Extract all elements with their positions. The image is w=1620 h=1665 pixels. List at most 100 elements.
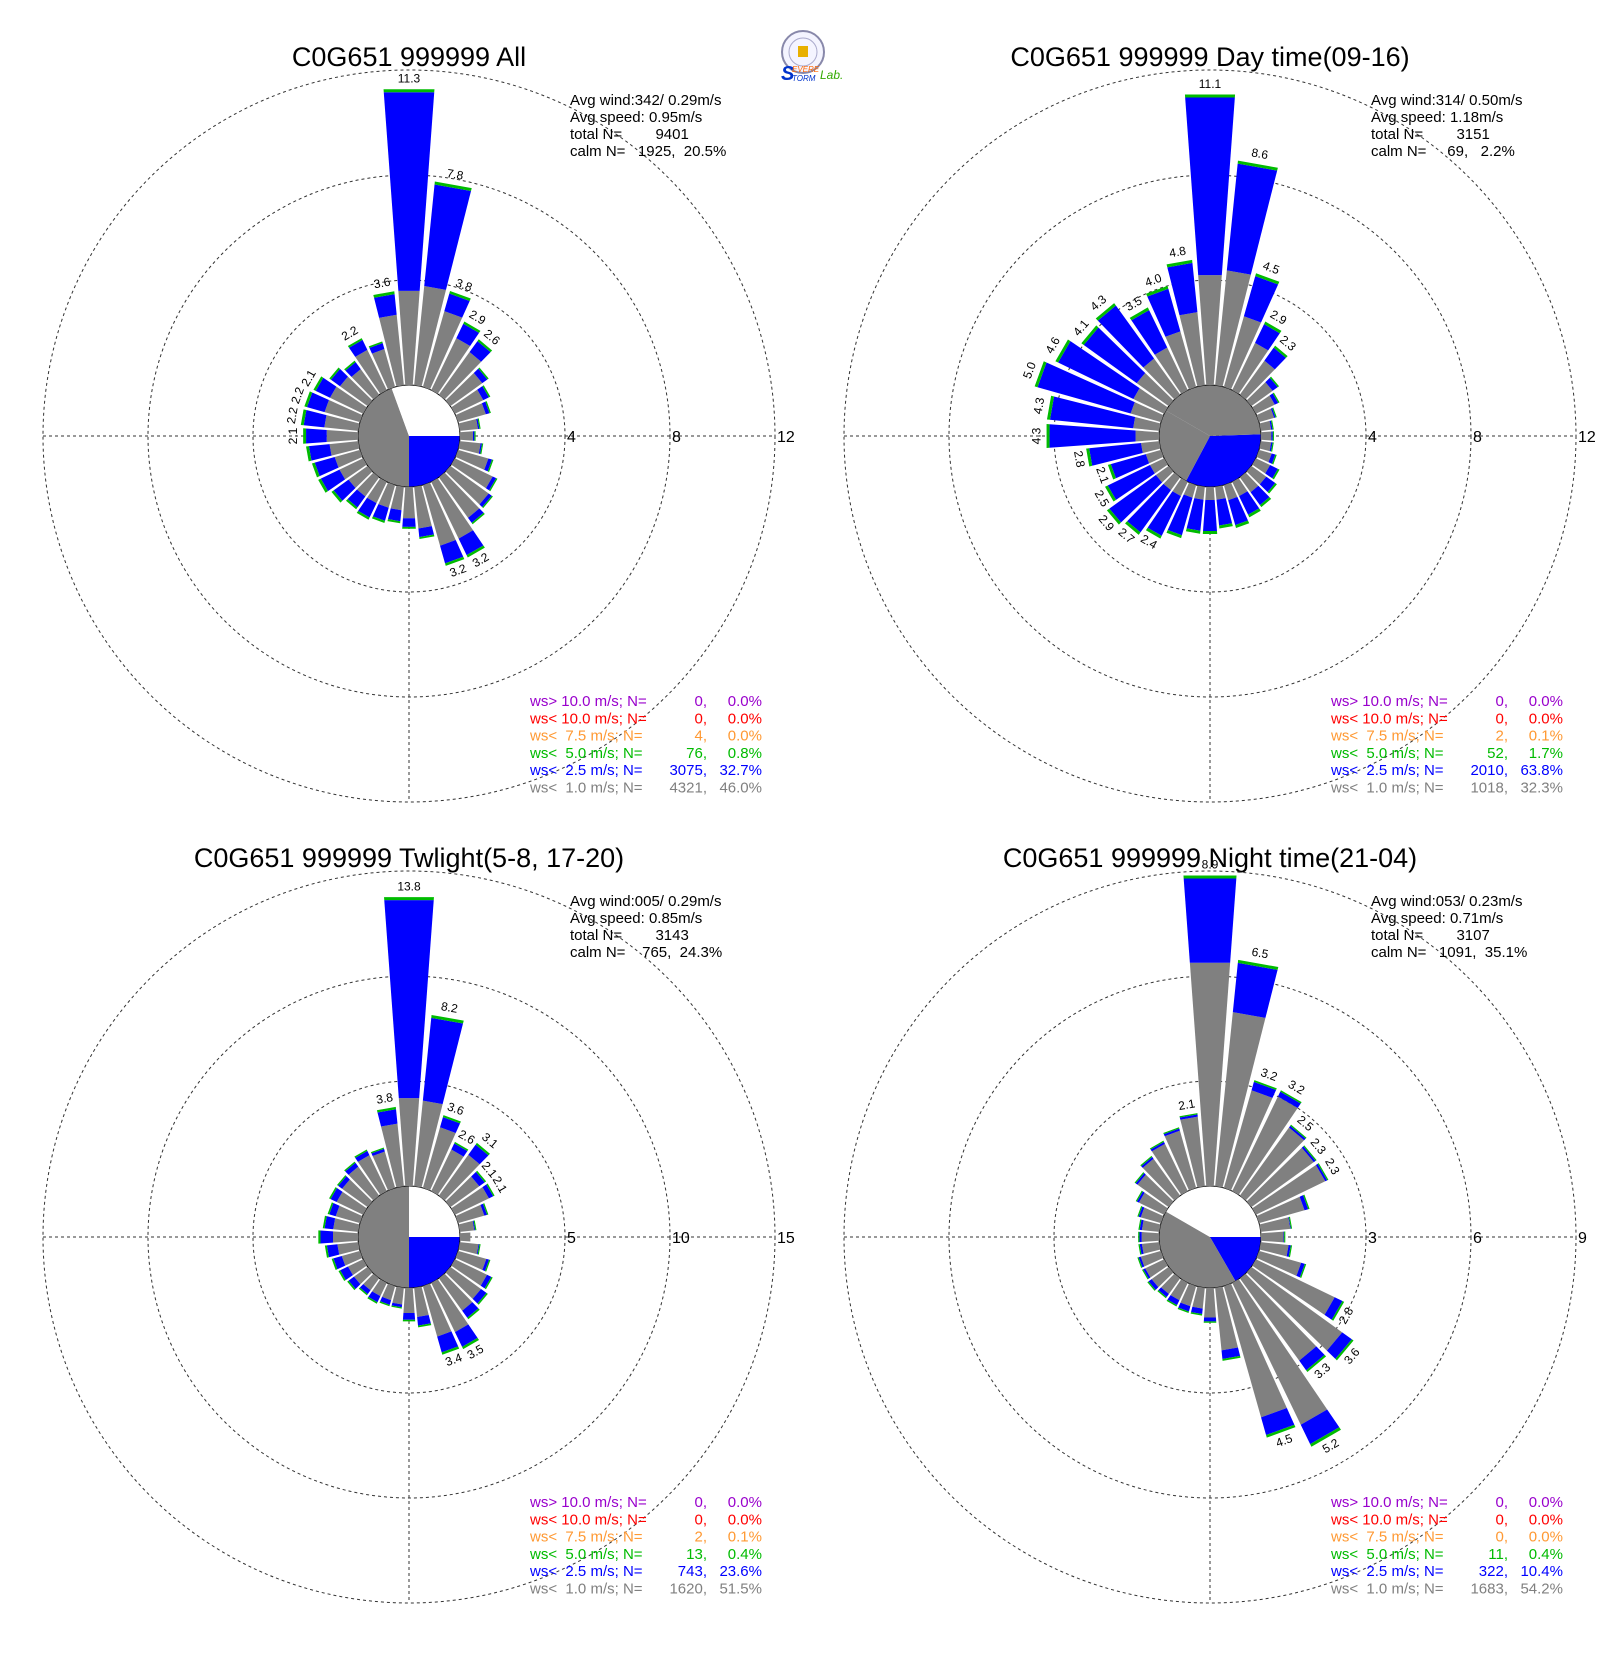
petal-segment-lt5 bbox=[373, 291, 395, 298]
petal-value-label: 2.1 bbox=[1177, 1096, 1196, 1113]
ring-label: 5 bbox=[567, 1230, 576, 1247]
stat-total: total N= 9401 bbox=[570, 126, 689, 143]
petal-segment-lt2_5 bbox=[1301, 1146, 1316, 1163]
petal-segment-lt5 bbox=[445, 556, 465, 566]
petal-segment-lt1 bbox=[414, 286, 446, 387]
petal-segment-lt1 bbox=[1232, 342, 1269, 394]
petal-segment-lt1 bbox=[1256, 449, 1272, 463]
petal-segment-lt1 bbox=[333, 1231, 359, 1243]
petal-segment-lt1 bbox=[422, 1127, 456, 1191]
legend-percent: 32.7% bbox=[719, 762, 762, 779]
petal-segment-lt5 bbox=[1125, 521, 1141, 535]
petal-value-label: 3.2 bbox=[448, 561, 469, 580]
petal-segment-lt2_5 bbox=[444, 293, 470, 318]
legend-label: ws< 5.0 m/s; N= bbox=[529, 1546, 643, 1563]
legend-label: ws< 1.0 m/s; N= bbox=[1330, 780, 1444, 797]
petal-segment-lt5 bbox=[431, 1014, 464, 1024]
legend-percent: 0.8% bbox=[728, 745, 762, 762]
petal-segment-lt1 bbox=[1183, 482, 1197, 498]
stat-total: total N= 3143 bbox=[570, 927, 689, 944]
petal-segment-lt1 bbox=[431, 1279, 469, 1333]
petal-segment-lt5 bbox=[1284, 1231, 1286, 1243]
petal-segment-lt1 bbox=[339, 458, 367, 480]
petal-segment-lt2_5 bbox=[1268, 453, 1276, 464]
chart-title: C0G651 999999 Night time(21-04) bbox=[1003, 843, 1417, 873]
petal-segment-lt1 bbox=[333, 1218, 360, 1232]
petal-segment-lt2_5 bbox=[481, 401, 490, 415]
petal-segment-lt5 bbox=[313, 376, 324, 391]
calm-pie-slice bbox=[391, 385, 461, 437]
petal-segment-lt1 bbox=[451, 1187, 489, 1215]
petal-segment-lt2_5 bbox=[1139, 1219, 1144, 1231]
petal-segment-lt2_5 bbox=[374, 294, 397, 318]
legend-count: 0, bbox=[1495, 1529, 1508, 1546]
petal-segment-lt5 bbox=[485, 401, 491, 414]
petal-segment-lt1 bbox=[1223, 316, 1262, 390]
petal-segment-lt5 bbox=[1270, 420, 1274, 430]
logo-storm-text: TORM bbox=[792, 74, 816, 83]
petal-segment-lt2_5 bbox=[1203, 1317, 1217, 1322]
petal-segment-lt2_5 bbox=[1135, 1173, 1146, 1185]
petal-segment-lt5 bbox=[311, 462, 320, 478]
legend-label: ws< 5.0 m/s; N= bbox=[529, 745, 643, 762]
ring-label: 15 bbox=[777, 1230, 795, 1247]
petal-segment-lt2_5 bbox=[1163, 1128, 1180, 1137]
petal-segment-lt2_5 bbox=[329, 1203, 340, 1217]
legend-label: ws< 1.0 m/s; N= bbox=[1330, 1581, 1444, 1598]
petal-segment-lt1 bbox=[1246, 382, 1273, 407]
petal-segment-lt5 bbox=[442, 1115, 461, 1124]
legend-count: 1620, bbox=[669, 1581, 707, 1598]
petal-segment-lt2_5 bbox=[1243, 276, 1279, 323]
petal-segment-lt1 bbox=[422, 1283, 452, 1337]
petal-segment-lt1 bbox=[1145, 449, 1164, 464]
petal-segment-lt2_5 bbox=[1270, 408, 1276, 418]
petal-segment-lt2_5 bbox=[383, 92, 435, 291]
petal-segment-lt2_5 bbox=[1269, 442, 1273, 452]
petal-value-label: 2.2 bbox=[288, 385, 307, 406]
petal-segment-lt1 bbox=[1239, 1127, 1305, 1201]
petal-segment-lt1 bbox=[1259, 1242, 1289, 1257]
petal-segment-lt5 bbox=[483, 1203, 489, 1215]
petal-segment-lt1 bbox=[336, 1191, 367, 1215]
petal-segment-lt1 bbox=[351, 369, 380, 400]
grid-ring bbox=[42, 69, 776, 803]
petal-segment-lt5 bbox=[1299, 1263, 1307, 1278]
petal-segment-lt2_5 bbox=[372, 504, 389, 521]
calm-pie-slice bbox=[1165, 385, 1261, 436]
petal-segment-lt1 bbox=[438, 352, 482, 400]
petal-segment-lt5 bbox=[1129, 307, 1150, 321]
petal-segment-lt5 bbox=[474, 431, 476, 441]
petal-segment-lt2_5 bbox=[462, 1302, 479, 1318]
petal-segment-lt5 bbox=[318, 478, 328, 493]
ring-label: 10 bbox=[672, 1230, 690, 1247]
legend-percent: 10.4% bbox=[1520, 1563, 1563, 1580]
legend-percent: 0.1% bbox=[1529, 728, 1563, 745]
petal-segment-lt1 bbox=[357, 1155, 387, 1195]
petal-segment-lt5 bbox=[1272, 392, 1280, 403]
ring-label: 9 bbox=[1578, 1230, 1587, 1247]
petal-segment-lt2_5 bbox=[1058, 341, 1140, 399]
petal-segment-lt5 bbox=[379, 1301, 390, 1307]
legend-label: ws< 2.5 m/s; N= bbox=[1330, 762, 1444, 779]
petal-segment-lt1 bbox=[458, 1220, 475, 1232]
petal-segment-lt5 bbox=[1142, 1269, 1149, 1280]
legend-percent: 23.6% bbox=[719, 1563, 762, 1580]
legend-count: 52, bbox=[1487, 745, 1508, 762]
petal-segment-lt5 bbox=[1235, 520, 1250, 529]
petal-segment-lt5 bbox=[1290, 1124, 1307, 1139]
petal-segment-lt2_5 bbox=[424, 184, 472, 290]
petal-segment-lt5 bbox=[1146, 285, 1169, 297]
petal-segment-lt5 bbox=[371, 516, 386, 523]
ring-label: 4 bbox=[1368, 429, 1377, 446]
petal-value-label: 7.8 bbox=[446, 166, 465, 183]
petal-segment-lt5 bbox=[475, 1142, 490, 1156]
ring-label: 6 bbox=[1473, 1230, 1482, 1247]
petal-segment-lt2_5 bbox=[1288, 1125, 1306, 1141]
petal-value-label: 3.6 bbox=[445, 1099, 466, 1118]
petal-segment-lt2_5 bbox=[478, 443, 483, 455]
legend-label: ws< 10.0 m/s; N= bbox=[529, 1511, 647, 1528]
petal-segment-lt5 bbox=[1190, 1312, 1203, 1316]
petal-segment-lt1 bbox=[1223, 1090, 1273, 1191]
petal-segment-lt5 bbox=[478, 367, 489, 380]
petal-segment-lt2_5 bbox=[1228, 496, 1248, 526]
